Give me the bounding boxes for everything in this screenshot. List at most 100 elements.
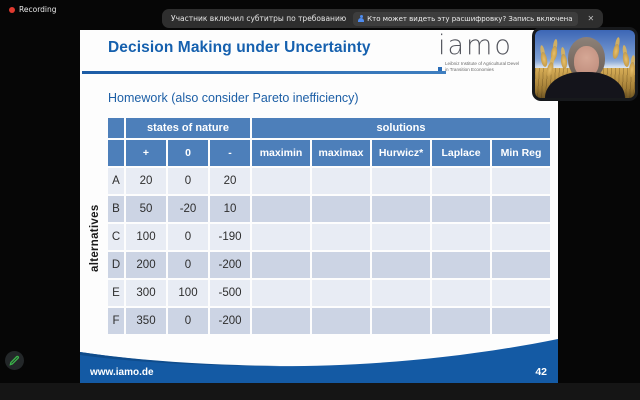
recording-indicator: Recording — [9, 5, 57, 14]
row-letter: D — [108, 252, 124, 278]
empty-cell — [312, 252, 370, 278]
shared-slide: Decision Making under Uncertainty iamo L… — [80, 30, 558, 383]
cell: 0 — [168, 224, 208, 250]
cell: -190 — [210, 224, 250, 250]
participant-face — [574, 46, 599, 77]
empty-cell — [252, 308, 310, 334]
participant-video[interactable] — [532, 27, 638, 101]
col-header-zero: 0 — [168, 140, 208, 166]
solutions-group-header: solutions — [252, 118, 550, 138]
annotate-button[interactable] — [5, 351, 24, 370]
empty-cell — [492, 308, 550, 334]
page-number: 42 — [535, 366, 547, 378]
table-row: C 100 0 -190 — [108, 224, 550, 250]
states-group-header: states of nature — [126, 118, 250, 138]
table-row: B 50 -20 10 — [108, 196, 550, 222]
col-header-minus: - — [210, 140, 250, 166]
empty-cell — [252, 280, 310, 306]
cell: 300 — [126, 280, 166, 306]
corner-cell — [108, 140, 124, 166]
col-header-hurwicz: Hurwicz* — [372, 140, 430, 166]
slide-subtitle: Homework (also consider Pareto inefficie… — [108, 91, 359, 105]
cell: 20 — [126, 168, 166, 194]
table-row: D 200 0 -200 — [108, 252, 550, 278]
table-row: F 350 0 -200 — [108, 308, 550, 334]
pencil-icon — [9, 355, 20, 366]
iamo-logo: iamo Leibniz Institute of Agricultural D… — [438, 32, 550, 74]
empty-cell — [432, 168, 490, 194]
empty-cell — [432, 308, 490, 334]
bottom-bar — [0, 383, 640, 400]
cell: 10 — [210, 196, 250, 222]
empty-cell — [372, 224, 430, 250]
cell: 200 — [126, 252, 166, 278]
empty-cell — [312, 196, 370, 222]
person-icon — [358, 14, 365, 23]
empty-cell — [252, 196, 310, 222]
close-icon[interactable]: ✕ — [587, 14, 595, 23]
empty-cell — [492, 252, 550, 278]
logo-subtitle-line1: Leibniz Institute of Agricultural Devel — [445, 61, 520, 66]
row-letter: E — [108, 280, 124, 306]
empty-cell — [432, 196, 490, 222]
iamo-logo-text: iamo — [438, 30, 513, 61]
col-header-maximin: maximin — [252, 140, 310, 166]
transcript-button-label: Кто может видеть эту расшифровку? Запись… — [367, 14, 573, 23]
cell: 0 — [168, 168, 208, 194]
table-column-header-row: + 0 - maximin maximax Hurwicz* Laplace M… — [108, 140, 550, 166]
empty-cell — [252, 168, 310, 194]
empty-cell — [252, 224, 310, 250]
logo-subtitle-line2: in Transition Economies — [445, 67, 494, 73]
recording-dot-icon — [9, 6, 15, 13]
slide-title: Decision Making under Uncertainty — [108, 39, 371, 56]
row-letter: B — [108, 196, 124, 222]
cell: -200 — [210, 308, 250, 334]
cell: 20 — [210, 168, 250, 194]
cell: -20 — [168, 196, 208, 222]
table-group-header-row: states of nature solutions — [108, 118, 550, 138]
empty-cell — [312, 168, 370, 194]
empty-cell — [312, 224, 370, 250]
empty-cell — [372, 196, 430, 222]
recording-label: Recording — [19, 5, 57, 14]
row-letter: A — [108, 168, 124, 194]
title-divider — [82, 71, 446, 74]
row-letter: C — [108, 224, 124, 250]
table-row: A 20 0 20 — [108, 168, 550, 194]
col-header-maximax: maximax — [312, 140, 370, 166]
empty-cell — [492, 196, 550, 222]
who-can-see-transcript-button[interactable]: Кто может видеть эту расшифровку? Запись… — [353, 11, 578, 26]
col-header-laplace: Laplace — [432, 140, 490, 166]
footer-wave — [80, 339, 558, 383]
cell: -500 — [210, 280, 250, 306]
cell: -200 — [210, 252, 250, 278]
empty-cell — [492, 280, 550, 306]
payoff-table: states of nature solutions + 0 - maximin… — [106, 116, 552, 336]
empty-cell — [252, 252, 310, 278]
cell: 100 — [168, 280, 208, 306]
empty-cell — [372, 308, 430, 334]
col-header-plus: + — [126, 140, 166, 166]
cell: 0 — [168, 252, 208, 278]
empty-cell — [492, 168, 550, 194]
empty-cell — [312, 280, 370, 306]
table-row: E 300 100 -500 — [108, 280, 550, 306]
empty-cell — [432, 252, 490, 278]
cell: 0 — [168, 308, 208, 334]
empty-cell — [492, 224, 550, 250]
alternatives-axis-label: alternatives — [89, 204, 101, 272]
cell: 350 — [126, 308, 166, 334]
logo-bullet-icon — [438, 67, 442, 71]
empty-cell — [372, 280, 430, 306]
cell: 50 — [126, 196, 166, 222]
row-letter: F — [108, 308, 124, 334]
empty-cell — [432, 224, 490, 250]
corner-cell — [108, 118, 124, 138]
empty-cell — [372, 252, 430, 278]
col-header-minreg: Min Reg — [492, 140, 550, 166]
empty-cell — [312, 308, 370, 334]
empty-cell — [432, 280, 490, 306]
caption-notification: Участник включил субтитры по требованию … — [162, 9, 604, 28]
footer-url: www.iamo.de — [90, 367, 154, 378]
